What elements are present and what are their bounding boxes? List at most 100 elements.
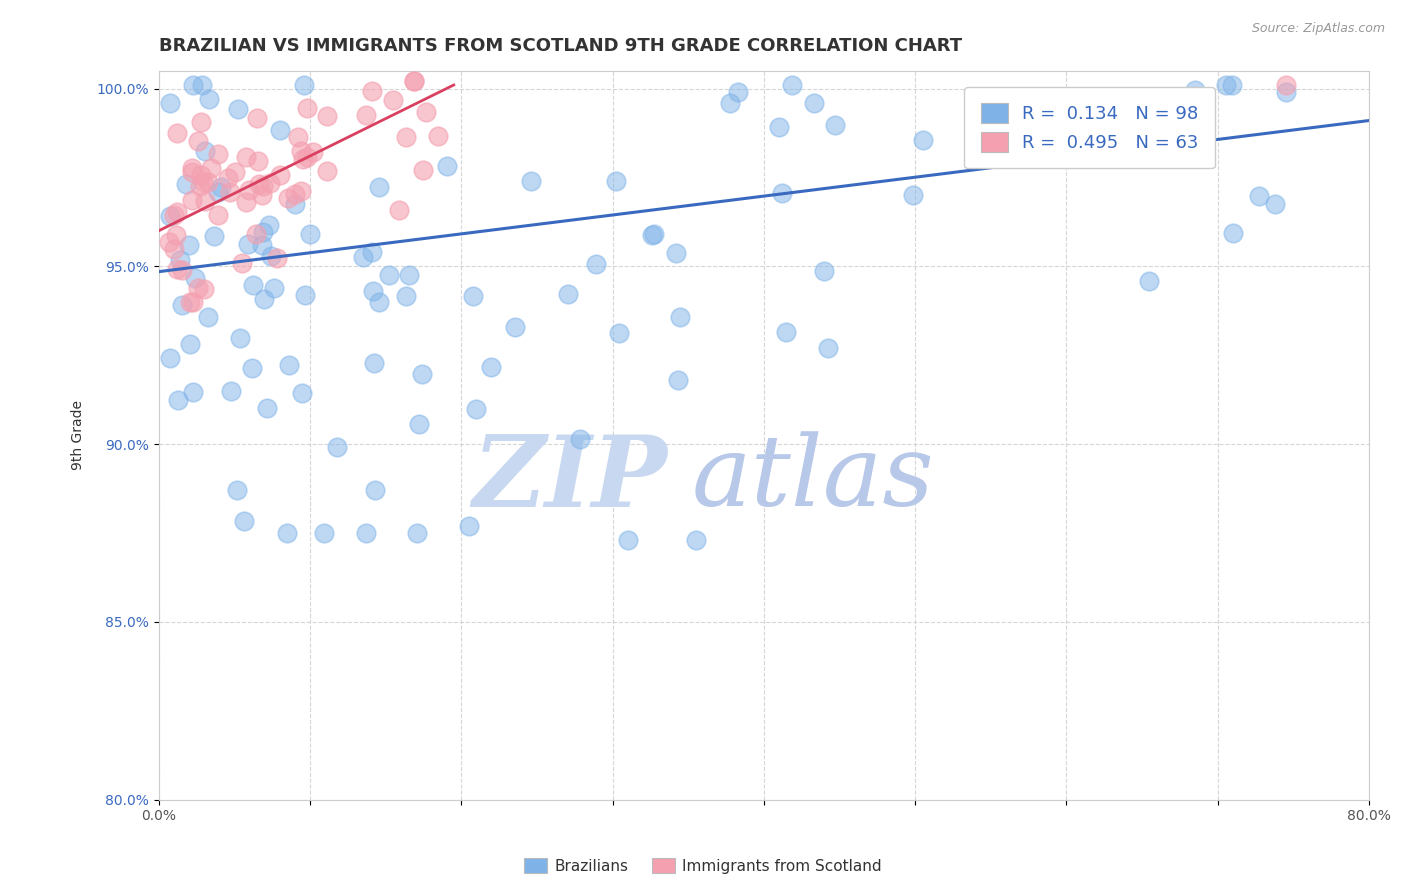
Point	[278, 358, 301, 372]
Point	[367, 294, 389, 309]
Point	[170, 298, 193, 312]
Point	[198, 92, 221, 106]
Point	[207, 185, 229, 199]
Point	[252, 188, 274, 202]
Text: ZIP: ZIP	[472, 431, 666, 527]
Point	[1275, 78, 1298, 92]
Point	[252, 179, 274, 194]
Point	[641, 227, 664, 242]
Point	[817, 341, 839, 355]
Point	[291, 153, 314, 167]
Point	[301, 145, 323, 159]
Point	[245, 227, 267, 241]
Legend: R =  0.134   N = 98, R =  0.495   N = 63: R = 0.134 N = 98, R = 0.495 N = 63	[965, 87, 1215, 169]
Point	[170, 262, 193, 277]
Point	[166, 393, 188, 408]
Point	[179, 238, 201, 252]
Point	[368, 180, 391, 194]
Point	[911, 133, 934, 147]
Point	[184, 271, 207, 285]
Point	[194, 144, 217, 158]
Point	[247, 178, 270, 192]
Point	[193, 282, 215, 296]
Point	[229, 331, 252, 345]
Point	[361, 244, 384, 259]
Point	[165, 227, 187, 242]
Point	[181, 384, 204, 399]
Point	[219, 185, 242, 199]
Point	[226, 483, 249, 498]
Point	[179, 336, 201, 351]
Point	[242, 361, 264, 376]
Point	[666, 373, 689, 387]
Point	[361, 285, 384, 299]
Point	[395, 130, 418, 145]
Point	[221, 384, 243, 398]
Point	[259, 176, 281, 190]
Point	[183, 294, 205, 309]
Point	[290, 144, 312, 158]
Point	[718, 96, 741, 111]
Point	[188, 178, 211, 193]
Point	[557, 286, 579, 301]
Point	[197, 310, 219, 324]
Point	[813, 264, 835, 278]
Point	[299, 227, 322, 241]
Point	[292, 78, 315, 92]
Point	[312, 526, 335, 541]
Point	[665, 245, 688, 260]
Point	[166, 205, 188, 219]
Point	[520, 174, 543, 188]
Point	[260, 249, 283, 263]
Point	[415, 105, 437, 120]
Point	[1220, 78, 1243, 92]
Point	[404, 74, 426, 88]
Point	[284, 197, 307, 211]
Point	[235, 195, 257, 210]
Point	[402, 74, 425, 88]
Point	[197, 175, 219, 189]
Point	[352, 250, 374, 264]
Point	[257, 218, 280, 232]
Point	[157, 235, 180, 249]
Point	[247, 153, 270, 168]
Point	[406, 526, 429, 541]
Point	[685, 533, 707, 548]
Point	[290, 184, 312, 198]
Point	[669, 310, 692, 324]
Point	[803, 95, 825, 110]
Point	[246, 111, 269, 125]
Point	[1275, 85, 1298, 99]
Point	[326, 440, 349, 454]
Point	[354, 526, 377, 541]
Point	[159, 209, 181, 223]
Text: BRAZILIAN VS IMMIGRANTS FROM SCOTLAND 9TH GRADE CORRELATION CHART: BRAZILIAN VS IMMIGRANTS FROM SCOTLAND 9T…	[159, 37, 962, 55]
Point	[236, 237, 259, 252]
Point	[256, 401, 278, 415]
Point	[163, 208, 186, 222]
Point	[363, 356, 385, 370]
Point	[287, 130, 309, 145]
Point	[607, 326, 630, 340]
Point	[775, 325, 797, 339]
Point	[159, 351, 181, 366]
Point	[643, 227, 665, 241]
Point	[297, 101, 319, 115]
Point	[398, 268, 420, 282]
Point	[295, 150, 318, 164]
Point	[181, 78, 204, 92]
Point	[426, 128, 449, 143]
Point	[207, 147, 229, 161]
Point	[231, 256, 253, 270]
Point	[207, 208, 229, 222]
Point	[187, 281, 209, 295]
Point	[315, 163, 337, 178]
Point	[187, 134, 209, 148]
Point	[780, 78, 803, 92]
Point	[250, 238, 273, 252]
Point	[284, 186, 307, 201]
Point	[395, 288, 418, 302]
Point	[412, 163, 434, 178]
Point	[263, 281, 285, 295]
Point	[585, 257, 607, 271]
